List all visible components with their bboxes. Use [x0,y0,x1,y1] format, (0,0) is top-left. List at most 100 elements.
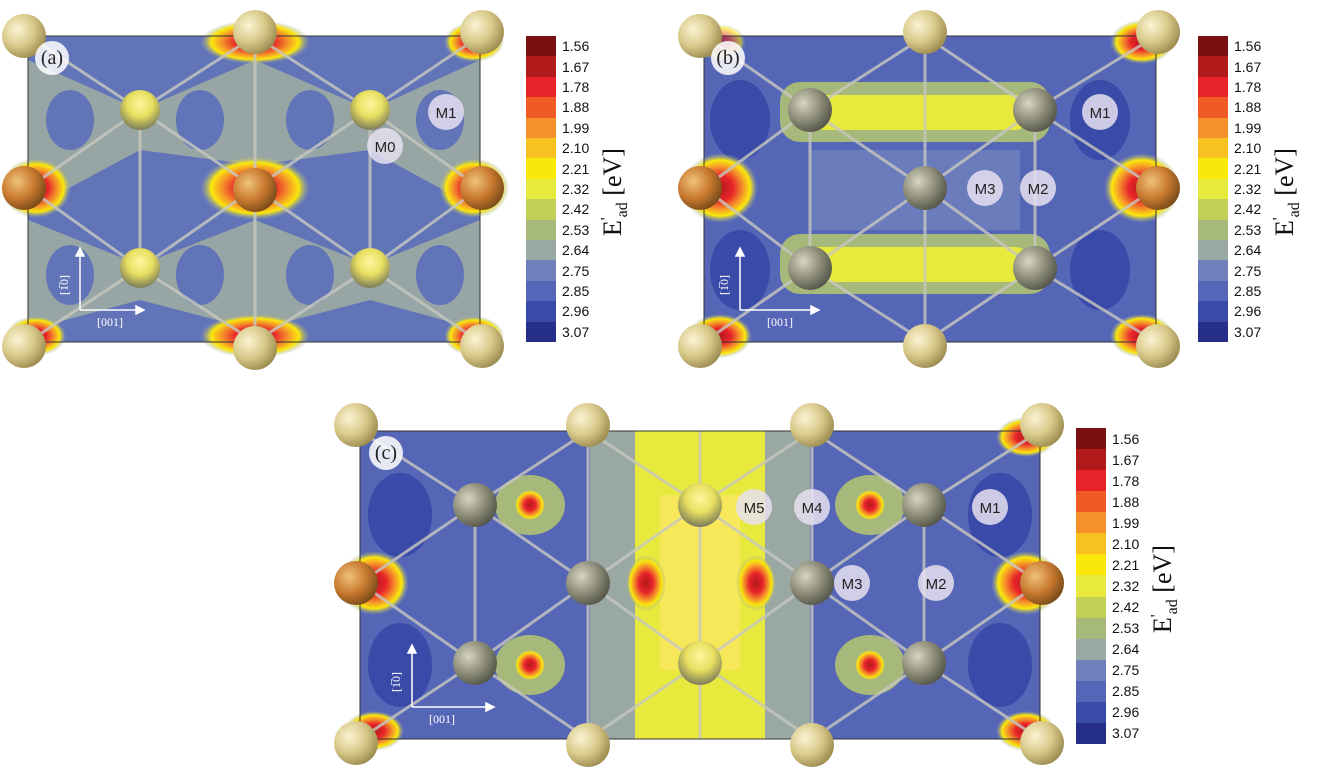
site-label-M4: M4 [802,500,823,517]
site-label-M3: M3 [975,181,996,198]
atom-corner [334,403,378,447]
site-label-M2: M2 [926,576,947,593]
atom-corner [334,721,378,765]
atom-edge [460,166,504,210]
colorbar-swatch [1198,56,1228,78]
colorbar-swatch [526,97,556,119]
atom-corner [790,403,834,447]
panel-label-c: (c) [375,442,397,464]
colorbar-swatch [1076,533,1106,555]
energy-subscript: ad [614,202,632,218]
energy-subscript: ad [1286,202,1304,218]
colorbar-tick-label: 2.53 [1112,620,1140,637]
atom-inner [453,483,497,527]
atom-edge [678,166,722,210]
colorbar-swatch [1076,596,1106,619]
atom-corner [2,324,46,368]
colorbar-swatch [1076,617,1106,640]
colorbar-tick-label: 1.99 [1234,119,1262,136]
energy-prime: ' [1148,614,1166,618]
atom-inner [788,88,832,132]
atoms [334,403,1064,767]
panel-b: (b) M1 M2 M3 [1̅0] [001] [678,10,1180,368]
site-label-M1: M1 [1090,105,1111,122]
colorbar-tick-label: 1.99 [1112,514,1140,531]
colorbar-swatch [526,301,556,323]
atom-inner [788,246,832,290]
colorbar-tick-label: 2.85 [1112,683,1140,700]
energy-unit: [eV] [597,148,627,196]
colorbar-swatch [1076,575,1106,598]
site-label-M1: M1 [436,105,457,122]
atoms [2,10,504,370]
axis-arrows [74,246,146,316]
energy-prime: ' [598,217,616,221]
colorbar-tick-label: 3.07 [1234,323,1262,340]
colorbar-swatch [526,138,556,159]
colorbar-title-c: E'ad [eV] [1148,529,1182,649]
colorbar-swatch [526,280,556,302]
colorbar-swatch [1198,178,1228,200]
colorbar-tick-label: 1.88 [1112,493,1140,510]
colorbar-tick-label: 1.99 [562,119,590,136]
atom-corner [460,10,504,54]
atom-inner [1013,88,1057,132]
colorbar-swatch [1198,321,1228,343]
colorbar-tick-label: 3.07 [562,323,590,340]
colorbar-swatch [526,36,556,57]
colorbar-tick-label: 2.10 [1234,140,1262,157]
atom-corner [903,324,947,368]
colorbar-swatch [1198,280,1228,302]
colorbar-title-b: E'ad [eV] [1270,132,1304,252]
atom-inner [453,641,497,685]
atom-corner [903,10,947,54]
axis-label-horizontal: [001] [767,315,793,329]
atom-corner [1020,403,1064,447]
colorbar-tick-label: 1.78 [1112,472,1140,489]
colorbar-swatch [1198,138,1228,159]
panel-label-a: (a) [41,47,63,69]
colorbar-tick-label: 1.56 [1112,430,1140,447]
atom-inner [350,248,390,288]
axis-arrows [406,643,496,713]
colorbar-tick-label: 1.78 [1234,79,1262,95]
energy-symbol: E [1147,617,1177,634]
atom-corner [678,14,722,58]
site-markers: (b) M1 M2 M3 [711,41,1118,206]
site-markers: (c) M1 M2 M3 M4 M5 [369,436,1008,601]
colorbar-tick-label: 1.67 [1234,58,1262,75]
colorbar-swatch [526,321,556,343]
colorbar-swatch [1198,97,1228,119]
atom-center [233,168,277,212]
panel-label-b: (b) [716,47,739,69]
atom-corner [1020,721,1064,765]
colorbar-tick-label: 2.96 [1234,303,1262,320]
axis-arrows [734,246,821,316]
atom-corner [678,324,722,368]
colorbar-swatch [1076,512,1106,534]
colorbar-tick-label: 1.88 [1234,99,1262,116]
atom-inner [120,90,160,130]
atom-edge [334,561,378,605]
colorbar-swatch [526,117,556,139]
colorbar-tick-label: 2.75 [1234,262,1262,279]
colorbar-tick-label: 2.96 [562,303,590,320]
low-energy-wells [46,90,464,305]
colorbar-swatch [1076,428,1106,450]
colorbar-swatch [1198,260,1228,282]
colorbar-title-a: E'ad [eV] [598,132,632,252]
atom-mid [790,561,834,605]
site-label-M3: M3 [842,576,863,593]
colorbar-swatch [1076,680,1106,703]
atom-inner [350,90,390,130]
colorbar-swatch [1198,76,1228,98]
colorbar-tick-label: 1.78 [562,79,590,95]
axis-label-vertical: [1̅0] [717,275,731,295]
colorbar-swatch [526,199,556,221]
colorbar-swatch [1076,638,1106,661]
colorbar-tick-label: 2.42 [1234,201,1262,218]
colorbar-tick-label: 2.32 [1234,181,1262,197]
atom-corner [2,14,46,58]
atom-corner [233,326,277,370]
site-label-M1: M1 [980,500,1001,517]
